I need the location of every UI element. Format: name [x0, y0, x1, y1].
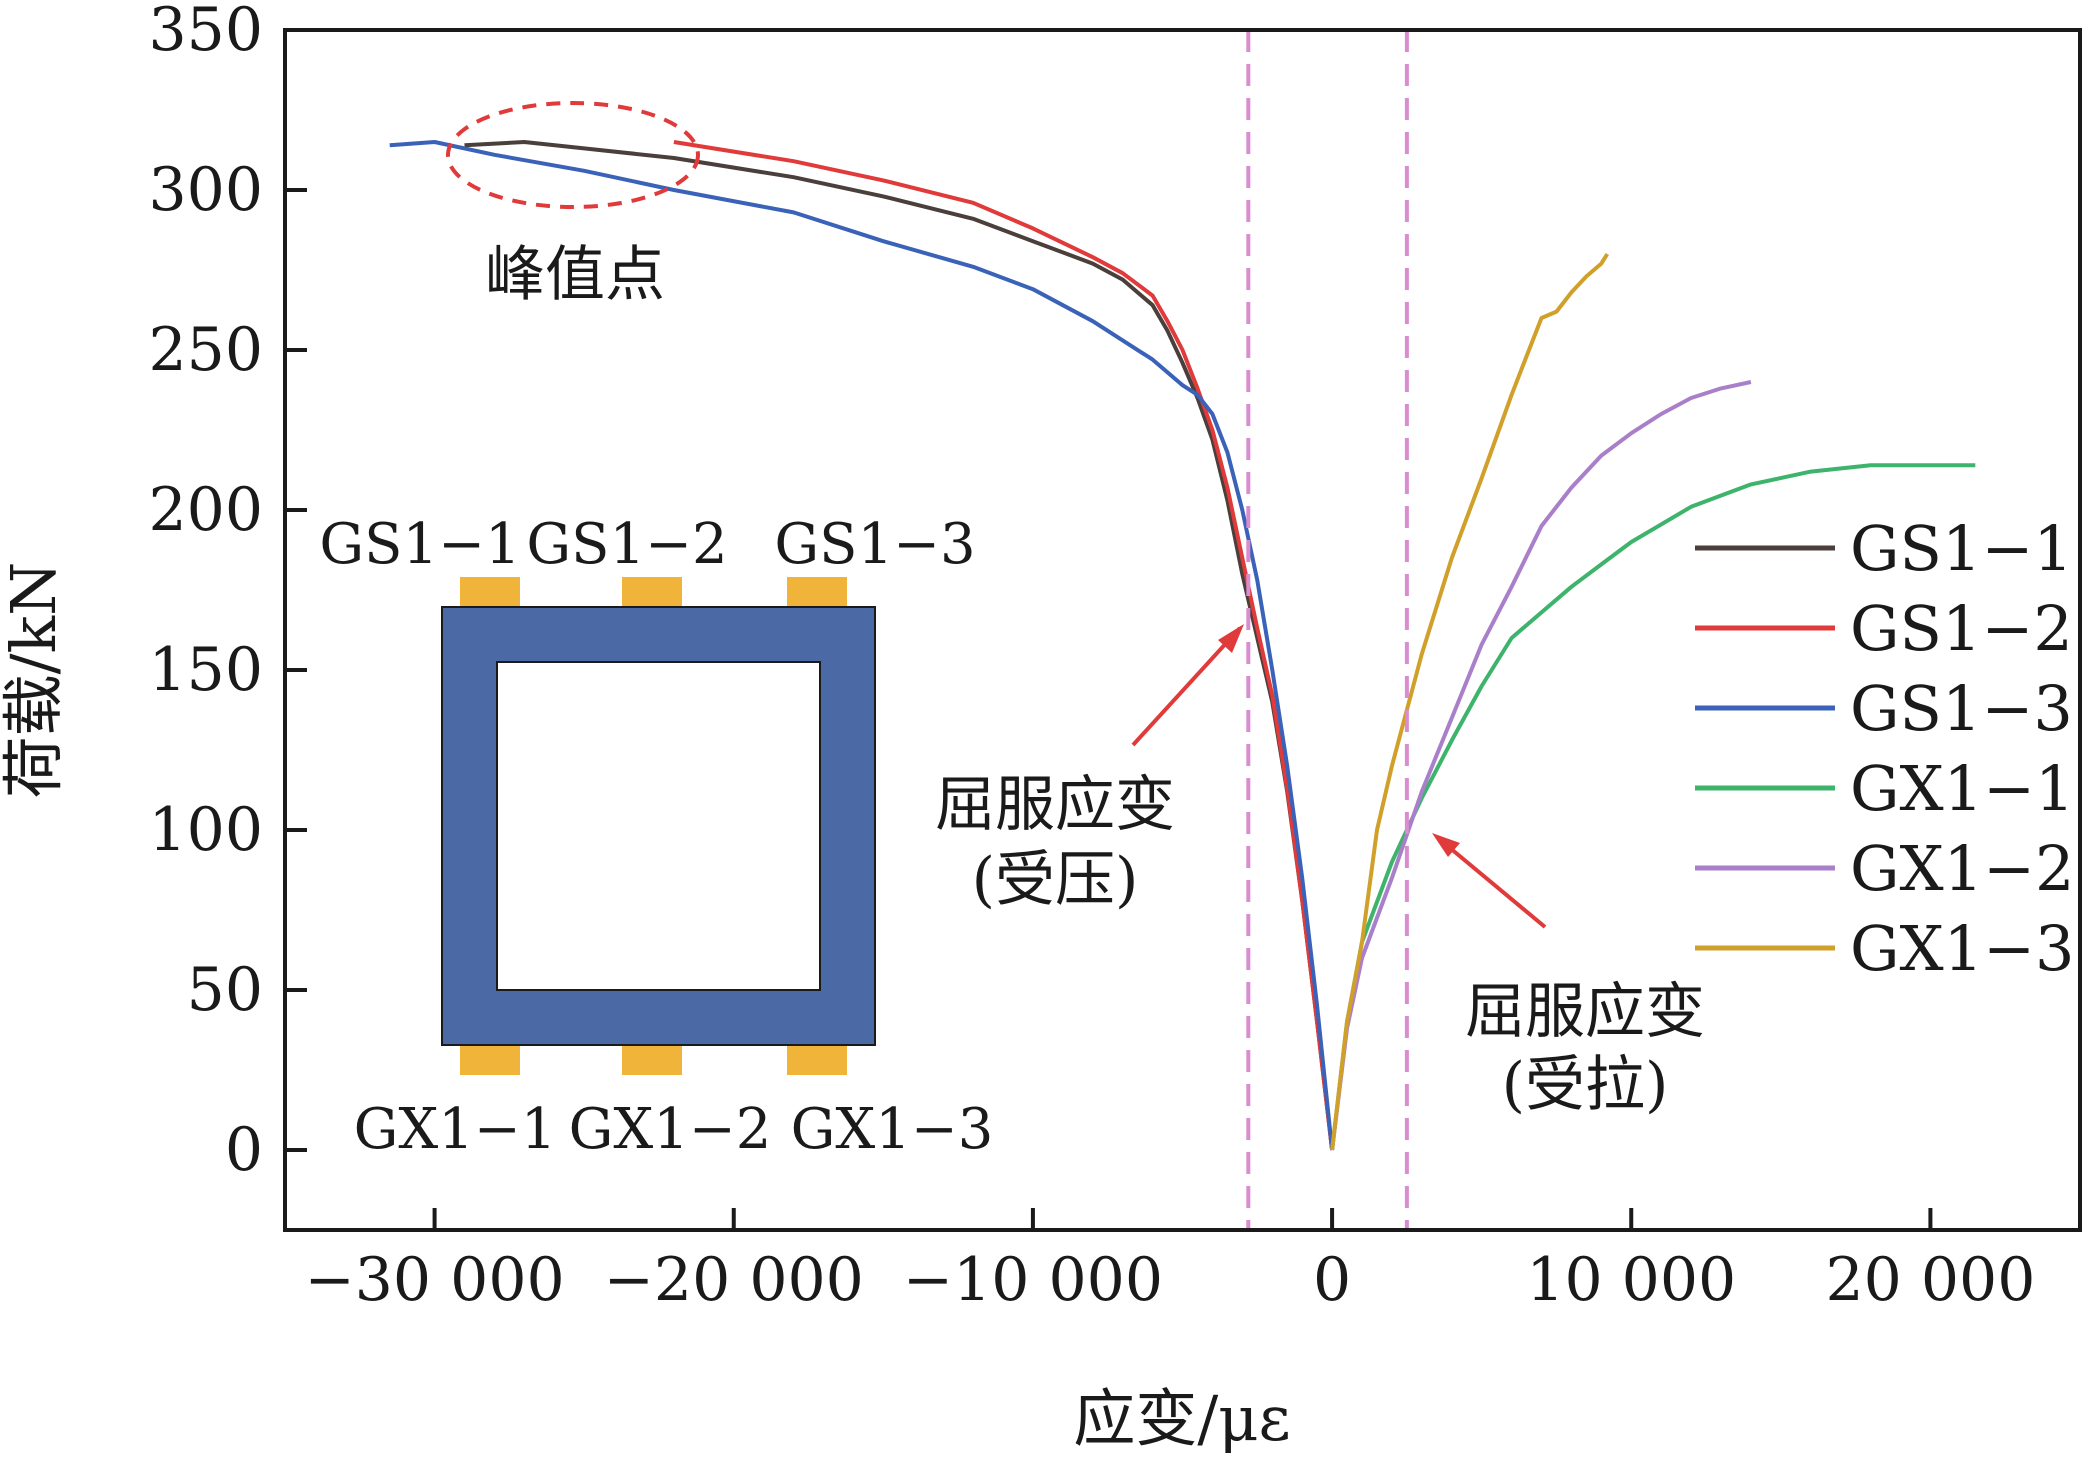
x-tick-label-6: 20 000: [1825, 1245, 2035, 1315]
inset-gauge-top-3: [787, 577, 847, 609]
yield-tension-label-1: 屈服应变: [1465, 977, 1705, 1047]
y-tick-label-4: 150: [148, 635, 263, 705]
x-tick-label-1: −30 000: [304, 1245, 564, 1315]
inset-cross-section: GS1−1 GS1−2 GS1−3 GX1−1 GX1−2 GX1−3: [319, 512, 993, 1162]
peak-highlight-ellipse: [446, 101, 700, 209]
inset-label-bottom-2: GX1−2: [569, 1097, 772, 1162]
inset-label-top-3: GS1−3: [774, 512, 975, 577]
y-tick-label-1: 0: [225, 1115, 263, 1185]
plot-frame: [283, 28, 2082, 1232]
legend-label-4: GX1−1: [1850, 752, 2075, 825]
inset-gauge-bottom-2: [622, 1043, 682, 1075]
inset-gauge-bottom-3: [787, 1043, 847, 1075]
yield-reference-lines: [1246, 30, 1409, 1230]
yield-tension-arrowhead: [1432, 833, 1460, 857]
series-line-3: [389, 140, 1335, 1151]
x-tick-label-3: −10 000: [903, 1245, 1163, 1315]
series-line-2: [673, 140, 1335, 1151]
y-tick-label-6: 250: [148, 315, 263, 385]
inset-gauge-top-2: [622, 577, 682, 609]
series-line-4: [1330, 463, 1976, 1151]
legend-label-5: GX1−2: [1850, 832, 2075, 905]
series-line-5: [1330, 380, 1752, 1151]
x-axis-title: 应变/με: [1073, 1382, 1290, 1455]
inset-gauge-top-1: [460, 577, 520, 609]
yield-compression-arrow: [1131, 626, 1242, 747]
legend-label-1: GS1−1: [1850, 512, 2073, 585]
axis-ticks: −30 000 −20 000 −10 000 0 10 000 20 000 0 50 100…: [148, 0, 2035, 1315]
y-axis-title: 荷载/kN: [0, 562, 70, 799]
inset-gauge-bottom-1: [460, 1043, 520, 1075]
inset-label-bottom-1: GX1−1: [354, 1097, 557, 1162]
y-tick-label-8: 350: [148, 0, 263, 65]
series-layer: [389, 140, 1976, 1151]
legend-label-3: GS1−3: [1850, 672, 2073, 745]
series-line-6: [1330, 252, 1609, 1151]
inset-label-bottom-3: GX1−3: [791, 1097, 994, 1162]
inset-label-top-1: GS1−1: [319, 512, 520, 577]
yield-compression-label-2: (受压): [972, 845, 1139, 915]
y-tick-label-3: 100: [148, 795, 263, 865]
x-tick-label-2: −20 000: [604, 1245, 864, 1315]
yield-tension-arrow: [1436, 836, 1547, 929]
y-tick-label-7: 300: [148, 155, 263, 225]
yield-compression-label-1: 屈服应变: [935, 770, 1175, 840]
yield-compression-arrowhead: [1218, 624, 1244, 653]
y-tick-label-5: 200: [148, 475, 263, 545]
legend-label-6: GX1−3: [1850, 912, 2075, 985]
inset-tube-inner: [496, 661, 821, 991]
inset-label-top-2: GS1−2: [526, 512, 727, 577]
yield-tension-label-2: (受拉): [1502, 1050, 1669, 1120]
x-tick-label-4: 0: [1313, 1245, 1351, 1315]
legend-label-2: GS1−2: [1850, 592, 2073, 665]
y-tick-label-2: 50: [187, 955, 263, 1025]
x-tick-label-5: 10 000: [1526, 1245, 1736, 1315]
peak-point-label: 峰值点: [485, 240, 665, 310]
